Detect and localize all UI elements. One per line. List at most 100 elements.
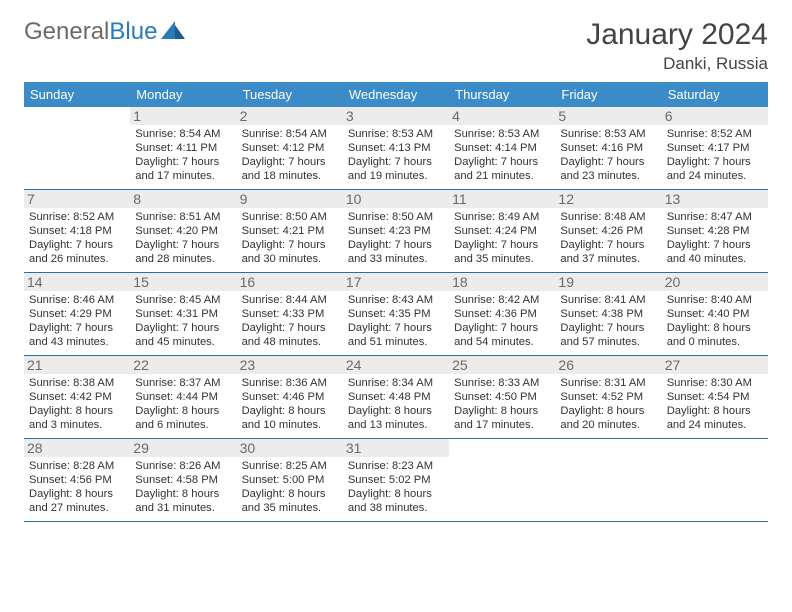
daylight-text: Daylight: 8 hours [135,404,231,418]
month-title: January 2024 [586,18,768,52]
sunrise-text: Sunrise: 8:37 AM [135,376,231,390]
day-number: 2 [237,107,343,125]
sunset-text: Sunset: 4:48 PM [348,390,444,404]
day-cell: 27Sunrise: 8:30 AMSunset: 4:54 PMDayligh… [662,356,768,438]
day-number: 21 [24,356,130,374]
sunset-text: Sunset: 4:20 PM [135,224,231,238]
daylight-text: and 24 minutes. [667,418,763,432]
sunrise-text: Sunrise: 8:34 AM [348,376,444,390]
day-number: 24 [343,356,449,374]
day-number: 31 [343,439,449,457]
sunset-text: Sunset: 4:14 PM [454,141,550,155]
day-cell: 4Sunrise: 8:53 AMSunset: 4:14 PMDaylight… [449,107,555,189]
daylight-text: Daylight: 8 hours [29,487,125,501]
day-cell: 15Sunrise: 8:45 AMSunset: 4:31 PMDayligh… [130,273,236,355]
day-cell: 31Sunrise: 8:23 AMSunset: 5:02 PMDayligh… [343,439,449,521]
day-number: 14 [24,273,130,291]
day-cell [24,107,130,189]
sunset-text: Sunset: 4:42 PM [29,390,125,404]
day-cell: 20Sunrise: 8:40 AMSunset: 4:40 PMDayligh… [662,273,768,355]
day-cell: 6Sunrise: 8:52 AMSunset: 4:17 PMDaylight… [662,107,768,189]
daylight-text: Daylight: 8 hours [560,404,656,418]
day-cell [662,439,768,521]
day-header-sat: Saturday [662,82,768,107]
sunset-text: Sunset: 4:28 PM [667,224,763,238]
day-cell: 16Sunrise: 8:44 AMSunset: 4:33 PMDayligh… [237,273,343,355]
daylight-text: and 35 minutes. [454,252,550,266]
day-cell: 9Sunrise: 8:50 AMSunset: 4:21 PMDaylight… [237,190,343,272]
day-number: 28 [24,439,130,457]
daylight-text: and 13 minutes. [348,418,444,432]
sunrise-text: Sunrise: 8:52 AM [29,210,125,224]
day-cell: 11Sunrise: 8:49 AMSunset: 4:24 PMDayligh… [449,190,555,272]
logo-text-2: Blue [109,18,157,46]
day-number: 12 [555,190,661,208]
sunset-text: Sunset: 4:56 PM [29,473,125,487]
sunrise-text: Sunrise: 8:50 AM [348,210,444,224]
day-cell: 23Sunrise: 8:36 AMSunset: 4:46 PMDayligh… [237,356,343,438]
daylight-text: Daylight: 7 hours [560,155,656,169]
day-number: 15 [130,273,236,291]
daylight-text: Daylight: 8 hours [242,404,338,418]
sunrise-text: Sunrise: 8:50 AM [242,210,338,224]
day-cell: 28 Sunrise: 8:28 AMSunset: 4:56 PMDayligh… [24,439,130,521]
sunrise-text: Sunrise: 8:28 AM [29,459,125,473]
sunrise-text: Sunrise: 8:53 AM [560,127,656,141]
daylight-text: and 23 minutes. [560,169,656,183]
day-cell: 12Sunrise: 8:48 AMSunset: 4:26 PMDayligh… [555,190,661,272]
daylight-text: Daylight: 7 hours [242,321,338,335]
daylight-text: Daylight: 7 hours [135,238,231,252]
sunset-text: Sunset: 4:29 PM [29,307,125,321]
week-row: 1Sunrise: 8:54 AMSunset: 4:11 PMDaylight… [24,107,768,190]
sunset-text: Sunset: 4:44 PM [135,390,231,404]
sunrise-text: Sunrise: 8:47 AM [667,210,763,224]
daylight-text: and 0 minutes. [667,335,763,349]
header: GeneralBlue January 2024 Danki, Russia [24,18,768,74]
daylight-text: Daylight: 7 hours [454,321,550,335]
day-number: 23 [237,356,343,374]
daylight-text: Daylight: 7 hours [29,321,125,335]
logo-mark-icon [161,18,187,46]
daylight-text: and 18 minutes. [242,169,338,183]
daylight-text: Daylight: 8 hours [667,404,763,418]
day-cell: 24Sunrise: 8:34 AMSunset: 4:48 PMDayligh… [343,356,449,438]
day-number: 8 [130,190,236,208]
daylight-text: and 51 minutes. [348,335,444,349]
day-number: 10 [343,190,449,208]
daylight-text: Daylight: 7 hours [242,155,338,169]
day-cell: 17Sunrise: 8:43 AMSunset: 4:35 PMDayligh… [343,273,449,355]
calendar: Sunday Monday Tuesday Wednesday Thursday… [24,82,768,522]
sunrise-text: Sunrise: 8:23 AM [348,459,444,473]
day-cell: 8Sunrise: 8:51 AMSunset: 4:20 PMDaylight… [130,190,236,272]
sunset-text: Sunset: 5:02 PM [348,473,444,487]
week-row: 21Sunrise: 8:38 AMSunset: 4:42 PMDayligh… [24,356,768,439]
day-cell [555,439,661,521]
sunset-text: Sunset: 4:35 PM [348,307,444,321]
daylight-text: and 28 minutes. [135,252,231,266]
day-number: 26 [555,356,661,374]
daylight-text: Daylight: 7 hours [560,321,656,335]
daylight-text: and 57 minutes. [560,335,656,349]
week-row: 28 Sunrise: 8:28 AMSunset: 4:56 PMDayligh… [24,439,768,522]
sunrise-text: Sunrise: 8:49 AM [454,210,550,224]
sunset-text: Sunset: 4:24 PM [454,224,550,238]
sunrise-text: Sunrise: 8:43 AM [348,293,444,307]
daylight-text: and 48 minutes. [242,335,338,349]
location-label: Danki, Russia [586,54,768,74]
daylight-text: Daylight: 7 hours [135,155,231,169]
sunrise-text: Sunrise: 8:48 AM [560,210,656,224]
daylight-text: Daylight: 7 hours [348,321,444,335]
daylight-text: and 3 minutes. [29,418,125,432]
week-row: 7Sunrise: 8:52 AMSunset: 4:18 PMDaylight… [24,190,768,273]
day-cell: 5Sunrise: 8:53 AMSunset: 4:16 PMDaylight… [555,107,661,189]
day-cell: 26Sunrise: 8:31 AMSunset: 4:52 PMDayligh… [555,356,661,438]
day-cell: 2Sunrise: 8:54 AMSunset: 4:12 PMDaylight… [237,107,343,189]
sunset-text: Sunset: 4:58 PM [135,473,231,487]
day-number: 4 [449,107,555,125]
sunset-text: Sunset: 4:18 PM [29,224,125,238]
daylight-text: Daylight: 8 hours [454,404,550,418]
daylight-text: and 35 minutes. [242,501,338,515]
day-cell: 13Sunrise: 8:47 AMSunset: 4:28 PMDayligh… [662,190,768,272]
daylight-text: and 20 minutes. [560,418,656,432]
day-header-tue: Tuesday [237,82,343,107]
